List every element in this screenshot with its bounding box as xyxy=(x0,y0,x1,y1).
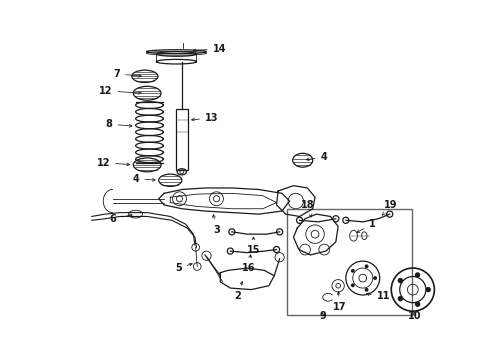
Text: 14: 14 xyxy=(193,44,226,54)
Circle shape xyxy=(351,283,355,287)
Circle shape xyxy=(373,276,377,280)
Text: 5: 5 xyxy=(175,263,192,273)
Bar xyxy=(175,109,188,170)
Text: 13: 13 xyxy=(192,113,219,123)
Circle shape xyxy=(415,272,420,278)
Text: 9: 9 xyxy=(319,311,326,321)
Text: 4: 4 xyxy=(133,174,155,184)
Circle shape xyxy=(425,287,431,292)
Circle shape xyxy=(351,269,355,273)
Circle shape xyxy=(398,296,403,301)
Text: 16: 16 xyxy=(242,255,256,273)
Text: 1: 1 xyxy=(357,219,376,233)
Text: 7: 7 xyxy=(114,69,141,79)
Text: 2: 2 xyxy=(235,282,243,301)
Circle shape xyxy=(365,264,368,268)
Text: 8: 8 xyxy=(106,119,132,129)
Text: 12: 12 xyxy=(97,158,130,167)
Text: 11: 11 xyxy=(367,291,390,301)
Bar xyxy=(287,209,412,315)
Text: 10: 10 xyxy=(408,311,422,321)
Text: 18: 18 xyxy=(300,200,314,217)
Text: 3: 3 xyxy=(213,215,220,235)
Text: 12: 12 xyxy=(99,86,141,96)
Text: 19: 19 xyxy=(383,200,398,215)
Circle shape xyxy=(415,302,420,307)
Text: 17: 17 xyxy=(333,292,346,311)
Text: 4: 4 xyxy=(306,152,327,162)
Text: 6: 6 xyxy=(110,214,132,224)
Text: 15: 15 xyxy=(246,237,260,255)
Circle shape xyxy=(398,278,403,283)
Circle shape xyxy=(365,288,368,292)
